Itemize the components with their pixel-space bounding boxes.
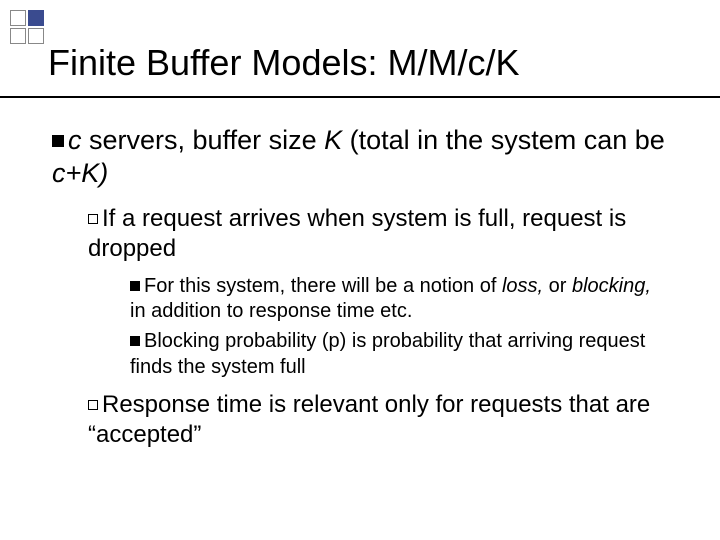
corner-decor — [10, 10, 44, 44]
bullet-level2: For this system, there will be a notion … — [130, 274, 672, 325]
italic-text: loss, — [502, 275, 543, 297]
slide-body: c servers, buffer size K (total in the s… — [52, 124, 672, 460]
bullet-level2: Blocking probability (p) is probability … — [130, 329, 672, 380]
decor-square-filled — [28, 10, 44, 26]
decor-square — [10, 28, 26, 44]
italic-text: c — [68, 125, 82, 155]
italic-text: c+K) — [52, 158, 108, 188]
text: If a request arrives when system is full… — [88, 205, 626, 262]
text: Blocking probability (p) is probability … — [130, 330, 645, 378]
open-square-icon — [88, 400, 98, 410]
text: Response time is relevant only for reque… — [88, 391, 650, 448]
title-underline — [0, 96, 720, 98]
filled-square-icon — [130, 281, 140, 291]
slide-title: Finite Buffer Models: M/M/c/K — [48, 42, 680, 84]
text: in addition to response time etc. — [130, 300, 412, 322]
open-square-icon — [88, 214, 98, 224]
text: or — [543, 275, 572, 297]
text: servers, buffer size — [82, 125, 325, 155]
decor-square — [10, 10, 26, 26]
text: (total in the system can be — [342, 125, 665, 155]
italic-text: blocking, — [572, 275, 651, 297]
decor-square — [28, 28, 44, 44]
filled-square-icon — [52, 135, 64, 147]
italic-text: K — [324, 125, 342, 155]
filled-square-icon — [130, 336, 140, 346]
bullet-level0: c servers, buffer size K (total in the s… — [52, 124, 672, 190]
bullet-level1: Response time is relevant only for reque… — [88, 390, 672, 450]
text: For this system, there will be a notion … — [144, 275, 502, 297]
bullet-level1: If a request arrives when system is full… — [88, 204, 672, 264]
